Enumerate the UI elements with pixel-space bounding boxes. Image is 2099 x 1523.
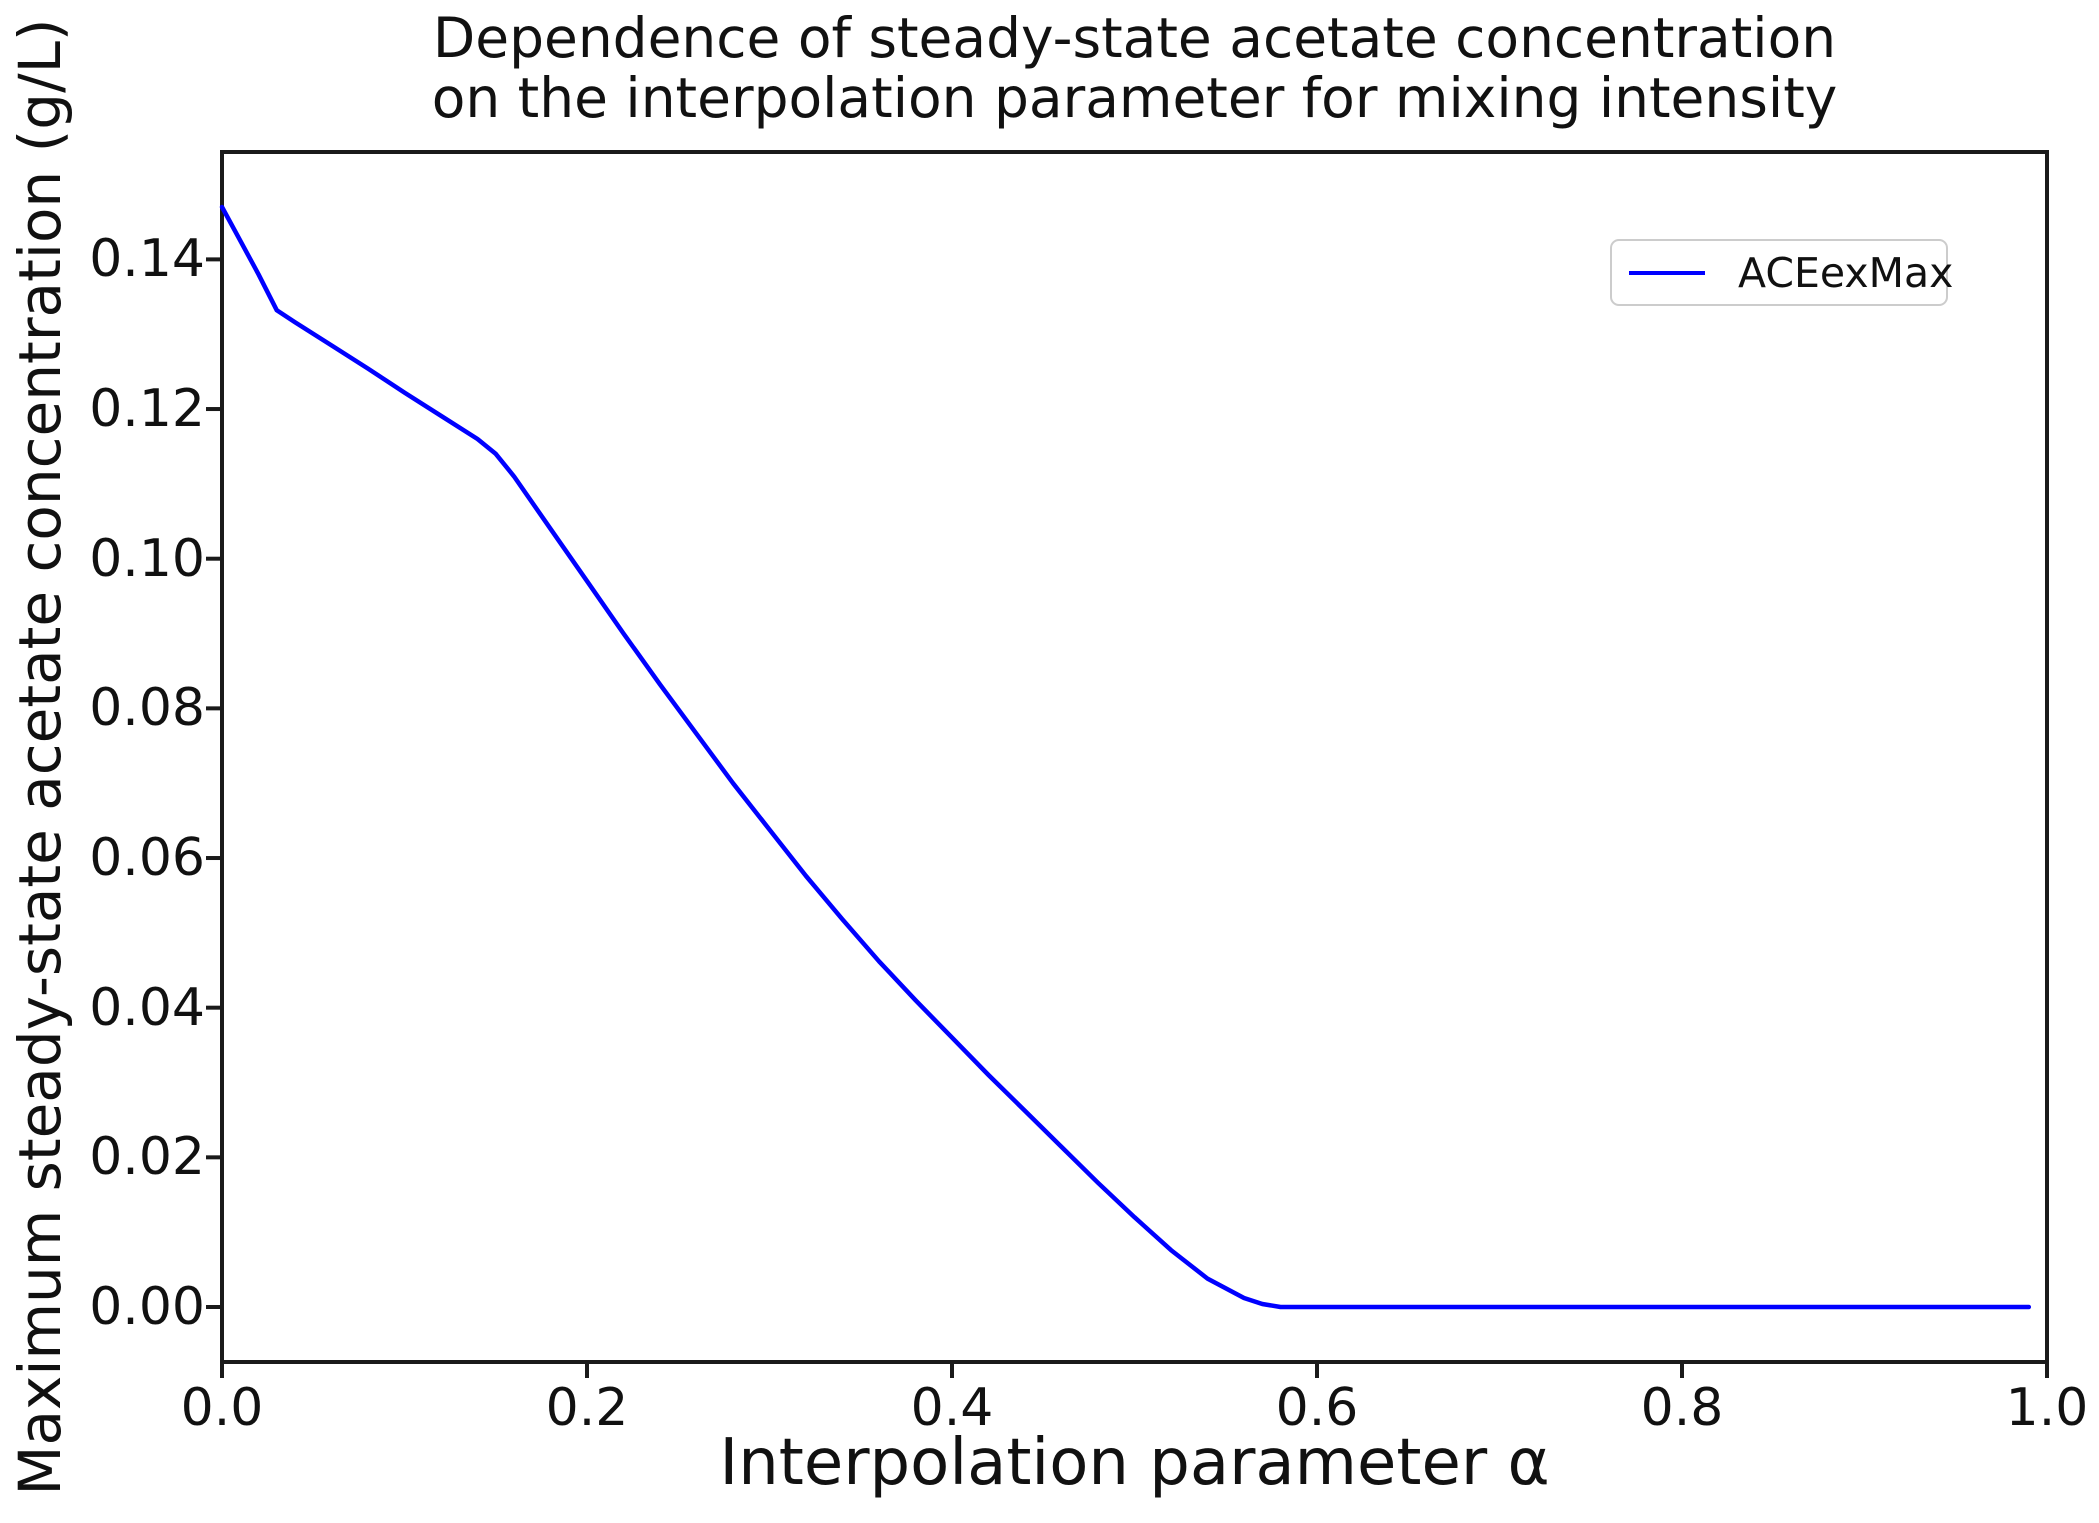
x-tick-label: 0.6 bbox=[1275, 1378, 1359, 1438]
y-tick-label: 0.10 bbox=[89, 528, 205, 589]
plot-border bbox=[220, 150, 2049, 1364]
x-tick-label: 0.4 bbox=[910, 1378, 994, 1438]
legend-label: ACEexMax bbox=[1738, 248, 1954, 297]
x-tick-label: 0.2 bbox=[545, 1378, 629, 1438]
x-tick-label: 1.0 bbox=[2005, 1378, 2089, 1438]
x-axis-label: Interpolation parameter α bbox=[719, 1426, 1550, 1500]
y-tick-label: 0.02 bbox=[89, 1127, 205, 1188]
x-tick-label: 0.8 bbox=[1640, 1378, 1724, 1438]
y-tick-label: 0.04 bbox=[89, 977, 205, 1038]
y-tick-label: 0.06 bbox=[89, 828, 205, 889]
series-line-aceexmax bbox=[219, 204, 2032, 1310]
y-tick-label: 0.00 bbox=[89, 1277, 205, 1337]
legend: ACEexMax bbox=[1610, 239, 1953, 306]
y-tick-label: 0.14 bbox=[89, 229, 205, 290]
chart-title: Dependence of steady-state acetate conce… bbox=[222, 8, 2047, 128]
chart-title-line1: Dependence of steady-state acetate conce… bbox=[432, 6, 1837, 70]
y-tick-label: 0.08 bbox=[89, 678, 205, 739]
chart-title-line2: on the interpolation parameter for mixin… bbox=[431, 66, 1838, 130]
x-tick-label: 0.0 bbox=[180, 1378, 264, 1438]
legend-line-sample bbox=[1629, 270, 1705, 275]
y-tick-label: 0.12 bbox=[89, 379, 205, 440]
